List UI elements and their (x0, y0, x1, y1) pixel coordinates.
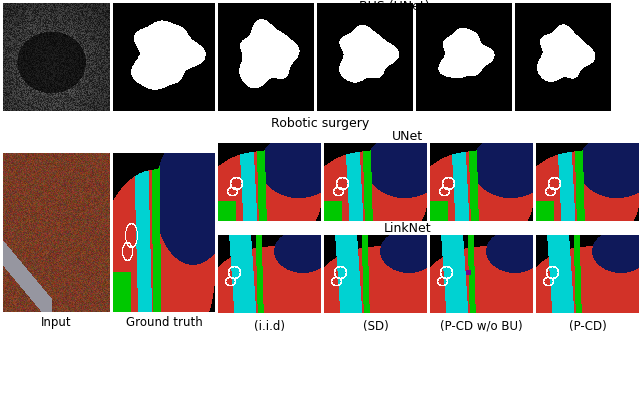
Text: LinkNet: LinkNet (384, 222, 432, 235)
Text: BUS (UNet): BUS (UNet) (359, 0, 429, 13)
Text: Ground truth: Ground truth (125, 316, 202, 329)
Text: (SD): (SD) (363, 320, 388, 333)
Text: (P-CD): (P-CD) (568, 320, 606, 333)
Text: Robotic surgery: Robotic surgery (271, 117, 369, 129)
Text: (P-CD w/o BU): (P-CD w/o BU) (440, 320, 523, 333)
Text: (i.i.d): (i.i.d) (254, 320, 285, 333)
Text: UNet: UNet (392, 130, 424, 143)
Text: Input: Input (41, 316, 72, 329)
